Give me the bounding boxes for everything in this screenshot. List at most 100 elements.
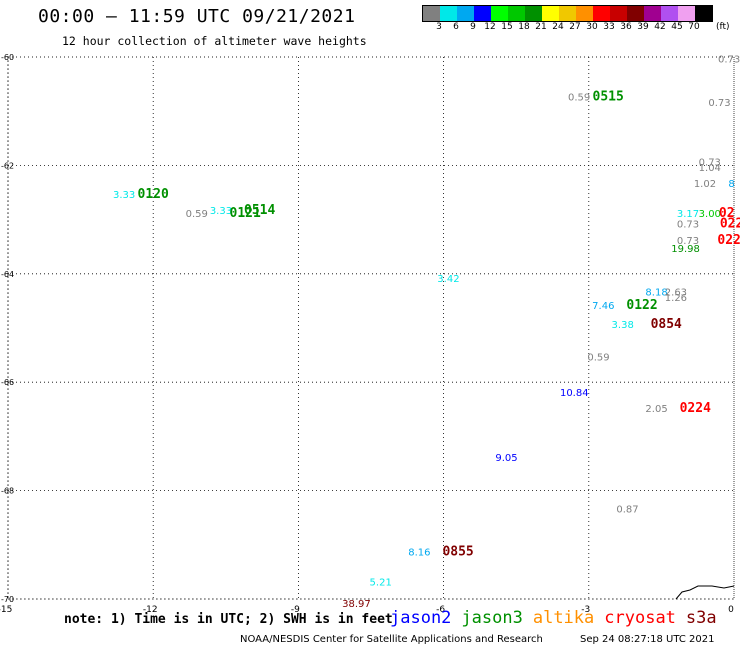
wave-height-label: 3.33 — [210, 206, 232, 217]
legend-swatch — [661, 6, 678, 21]
legend-label: 9 — [470, 22, 476, 32]
time-label: 02 — [719, 206, 735, 221]
wave-height-label: 0.87 — [616, 504, 638, 515]
time-label: 0122 — [626, 298, 657, 313]
legend-swatch — [423, 6, 440, 21]
wave-height-label: 7.46 — [592, 301, 614, 312]
color-scale-legend — [422, 5, 713, 22]
legend-label: 42 — [654, 22, 666, 32]
legend-swatch — [627, 6, 644, 21]
satellite-altika: altika — [532, 608, 595, 628]
legend-label: 36 — [620, 22, 632, 32]
wave-height-label: 8.18 — [645, 287, 667, 298]
satellite-legend: jason2 jason3 altika cryosat s3a — [390, 608, 727, 628]
wave-height-label: 0.73 — [699, 157, 721, 168]
wave-height-label: 0.59 — [587, 353, 609, 364]
wave-height-label: 3.00 — [699, 209, 721, 220]
wave-height-label: 3.33 — [113, 190, 135, 201]
legend-swatch — [525, 6, 542, 21]
y-tick-label: -64 — [1, 270, 14, 279]
x-tick-label: -9 — [291, 605, 300, 615]
wave-height-label: 0.73 — [677, 220, 699, 231]
legend-swatch — [695, 6, 712, 21]
legend-label: 18 — [518, 22, 530, 32]
chart-title: 00:00 – 11:59 UTC 09/21/2021 — [38, 6, 356, 27]
legend-label: 33 — [603, 22, 615, 32]
wave-height-label: 0.73 — [677, 236, 699, 247]
legend-swatch — [440, 6, 457, 21]
x-tick-label: -3 — [581, 605, 590, 615]
legend-label: 3 — [436, 22, 442, 32]
wave-height-label: 0.59 — [568, 92, 590, 103]
y-tick-label: -68 — [1, 487, 14, 496]
x-tick-label: -12 — [143, 605, 158, 615]
legend-swatch — [491, 6, 508, 21]
time-label: 0514 — [244, 203, 275, 218]
legend-swatch — [644, 6, 661, 21]
time-label: 0854 — [651, 317, 682, 332]
legend-swatch — [508, 6, 525, 21]
time-label: 0515 — [593, 89, 624, 104]
satellite-jason3: jason3 — [461, 608, 523, 628]
wave-height-label: 10.84 — [560, 388, 589, 399]
footer-timestamp: Sep 24 08:27:18 UTC 2021 — [580, 634, 715, 645]
wave-height-label: 1.02 — [694, 179, 716, 190]
time-label: 0120 — [138, 187, 169, 202]
legend-swatch — [678, 6, 695, 21]
time-label: 0224 — [680, 401, 711, 416]
wave-height-label: 8 — [728, 179, 734, 190]
footer: NOAA/NESDIS Center for Satellite Applica… — [240, 634, 714, 645]
wave-height-label: 38.97 — [342, 599, 371, 610]
wave-height-label: 5.21 — [370, 577, 392, 588]
x-tick-label: 0 — [728, 605, 734, 615]
wave-height-label: 1.04 — [699, 163, 721, 174]
legend-label: 70 — [688, 22, 700, 32]
y-tick-label: -66 — [1, 378, 14, 387]
legend-label: 12 — [484, 22, 496, 32]
wave-height-label: 3.42 — [437, 274, 459, 285]
footer-credit: NOAA/NESDIS Center for Satellite Applica… — [240, 634, 543, 645]
legend-label: 27 — [569, 22, 581, 32]
legend-label: 15 — [501, 22, 513, 32]
legend-label: 6 — [453, 22, 459, 32]
legend-swatch — [593, 6, 610, 21]
wave-height-label: 1.26 — [665, 293, 687, 304]
legend-swatch — [559, 6, 576, 21]
legend-swatch — [576, 6, 593, 21]
wave-height-label: 3.38 — [612, 320, 634, 331]
legend-label: 39 — [637, 22, 649, 32]
time-label: 022 — [720, 217, 740, 232]
y-tick-label: -60 — [1, 53, 14, 62]
wave-height-label: 0.73 — [708, 98, 730, 109]
legend-swatch — [610, 6, 627, 21]
legend-label: 24 — [552, 22, 564, 32]
color-scale-unit: (ft) — [716, 22, 730, 32]
y-tick-label: -62 — [1, 161, 14, 170]
wave-height-label: 0.59 — [186, 209, 208, 220]
wave-height-label: 3.17 — [677, 209, 699, 220]
time-label: 0121 — [230, 206, 261, 221]
coastline — [675, 585, 735, 600]
units-note: note: 1) Time is in UTC; 2) SWH is in fe… — [64, 612, 393, 627]
plot-frame — [7, 56, 735, 600]
wave-height-label: 2.05 — [645, 404, 667, 415]
satellite-jason2: jason2 — [390, 608, 452, 628]
legend-label: 45 — [671, 22, 683, 32]
x-tick-label: -6 — [436, 605, 445, 615]
chart-subtitle: 12 hour collection of altimeter wave hei… — [62, 34, 367, 48]
legend-swatch — [457, 6, 474, 21]
wave-height-label: 19.98 — [671, 244, 700, 255]
satellite-cryosat: cryosat — [604, 608, 676, 628]
y-tick-label: -70 — [1, 595, 14, 604]
wave-height-label: 9.05 — [495, 453, 517, 464]
wave-height-label: 0.73 — [718, 54, 740, 65]
time-label: 0855 — [442, 545, 473, 560]
legend-label: 21 — [535, 22, 547, 32]
satellite-s3a: s3a — [685, 608, 717, 628]
time-label: 022 — [717, 233, 740, 248]
x-tick-label: -15 — [0, 605, 12, 615]
legend-label: 30 — [586, 22, 598, 32]
wave-height-label: 8.16 — [408, 548, 430, 559]
legend-swatch — [474, 6, 491, 21]
